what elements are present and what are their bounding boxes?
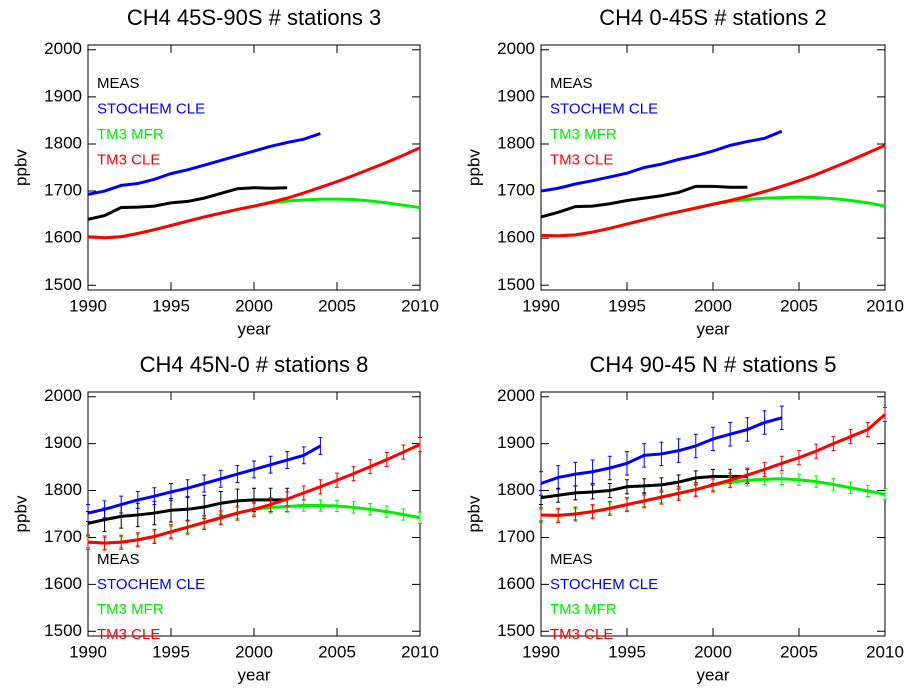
x-axis-label: year	[696, 665, 729, 684]
x-tick-label: 1995	[152, 642, 190, 661]
series-line	[540, 474, 748, 500]
y-tick-label: 2000	[44, 386, 82, 405]
y-tick-label: 1500	[44, 275, 82, 294]
x-tick-label: 2010	[866, 296, 904, 315]
series-line	[87, 498, 288, 525]
y-tick-label: 1900	[497, 86, 535, 105]
y-tick-label: 1600	[44, 574, 82, 593]
series-line	[87, 443, 421, 545]
legend-label: STOCHEM CLE	[97, 100, 205, 117]
y-tick-label: 1700	[497, 181, 535, 200]
x-tick-label: 2010	[866, 642, 904, 661]
legend-label: TM3 MFR	[97, 601, 164, 618]
series-line	[87, 146, 421, 240]
legend-label: STOCHEM CLE	[97, 576, 205, 593]
y-tick-label: 1900	[497, 433, 535, 452]
legend-label: TM3 MFR	[97, 126, 164, 143]
y-tick-label: 1800	[44, 133, 82, 152]
x-tick-label: 2005	[318, 642, 356, 661]
y-tick-label: 1600	[44, 228, 82, 247]
series-line	[540, 129, 783, 193]
x-axis-label: year	[237, 319, 270, 338]
y-tick-label: 1600	[497, 574, 535, 593]
legend-label: MEAS	[550, 75, 593, 92]
legend-label: TM3 CLE	[550, 626, 613, 643]
x-axis-label: year	[696, 319, 729, 338]
panel: CH4 45N-0 # stations 8 year ppbv 1990 1995 20…	[11, 352, 438, 685]
legend-label: TM3 CLE	[97, 151, 160, 168]
x-tick-label: 2010	[401, 642, 439, 661]
x-tick-label: 1990	[69, 296, 107, 315]
legend-label: MEAS	[97, 551, 140, 568]
x-tick-label: 2000	[235, 642, 273, 661]
legend-label: MEAS	[97, 75, 140, 92]
y-axis-label: ppbv	[464, 149, 483, 186]
error-bar	[418, 511, 422, 524]
x-tick-label: 2000	[694, 296, 732, 315]
y-tick-label: 1500	[497, 275, 535, 294]
y-tick-label: 1800	[44, 480, 82, 499]
panel-title: CH4 45S-90S # stations 3	[127, 5, 381, 30]
panel: CH4 90-45 N # stations 5 year ppbv 1990 1995…	[464, 352, 903, 685]
series-line	[540, 143, 886, 238]
y-tick-label: 2000	[44, 39, 82, 58]
x-tick-label: 2005	[318, 296, 356, 315]
legend-label: TM3 MFR	[550, 126, 617, 143]
y-tick-label: 1700	[497, 527, 535, 546]
error-bar	[779, 405, 784, 431]
y-axis-label: ppbv	[464, 495, 483, 532]
series-line	[87, 186, 288, 221]
x-tick-label: 1990	[69, 642, 107, 661]
y-tick-label: 1900	[44, 86, 82, 105]
series-line	[87, 132, 321, 196]
panel-title: CH4 90-45 N # stations 5	[589, 352, 836, 377]
error-bar	[883, 488, 887, 501]
panel-title: CH4 45N-0 # stations 8	[140, 352, 369, 377]
x-tick-label: 2005	[780, 642, 818, 661]
series-line	[540, 184, 748, 219]
y-tick-label: 1700	[44, 181, 82, 200]
series-line	[87, 444, 322, 515]
x-tick-label: 1990	[522, 296, 560, 315]
y-axis-label: ppbv	[11, 149, 30, 186]
y-tick-label: 1600	[497, 228, 535, 247]
legend-label: TM3 CLE	[97, 626, 160, 643]
panel: CH4 0-45S # stations 2 year ppbv 1990 1995 20…	[464, 5, 903, 339]
x-tick-label: 2010	[401, 296, 439, 315]
legend-label: MEAS	[550, 551, 593, 568]
x-tick-label: 2000	[235, 296, 273, 315]
y-tick-label: 2000	[497, 39, 535, 58]
x-tick-label: 1995	[608, 296, 646, 315]
x-tick-label: 2005	[780, 296, 818, 315]
legend-label: STOCHEM CLE	[550, 576, 658, 593]
x-tick-label: 1995	[152, 296, 190, 315]
legend-label: TM3 CLE	[550, 151, 613, 168]
legend-label: TM3 MFR	[550, 601, 617, 618]
y-tick-label: 1800	[497, 480, 535, 499]
x-tick-label: 1995	[608, 642, 646, 661]
panel-title: CH4 0-45S # stations 2	[599, 5, 826, 30]
y-tick-label: 1700	[44, 527, 82, 546]
x-tick-label: 1990	[522, 642, 560, 661]
legend-label: STOCHEM CLE	[550, 100, 658, 117]
y-tick-label: 1800	[497, 133, 535, 152]
error-bar	[418, 437, 422, 453]
error-bar	[318, 437, 323, 455]
x-tick-label: 2000	[694, 642, 732, 661]
y-tick-label: 2000	[497, 386, 535, 405]
y-tick-label: 1900	[44, 433, 82, 452]
error-bar	[86, 534, 90, 550]
y-tick-label: 1500	[497, 621, 535, 640]
y-tick-label: 1500	[44, 621, 82, 640]
x-axis-label: year	[237, 665, 270, 684]
y-axis-label: ppbv	[11, 495, 30, 532]
series-line	[540, 416, 783, 485]
series-line	[540, 413, 886, 517]
panel: CH4 45S-90S # stations 3 year ppbv 1990 1995…	[11, 5, 438, 339]
